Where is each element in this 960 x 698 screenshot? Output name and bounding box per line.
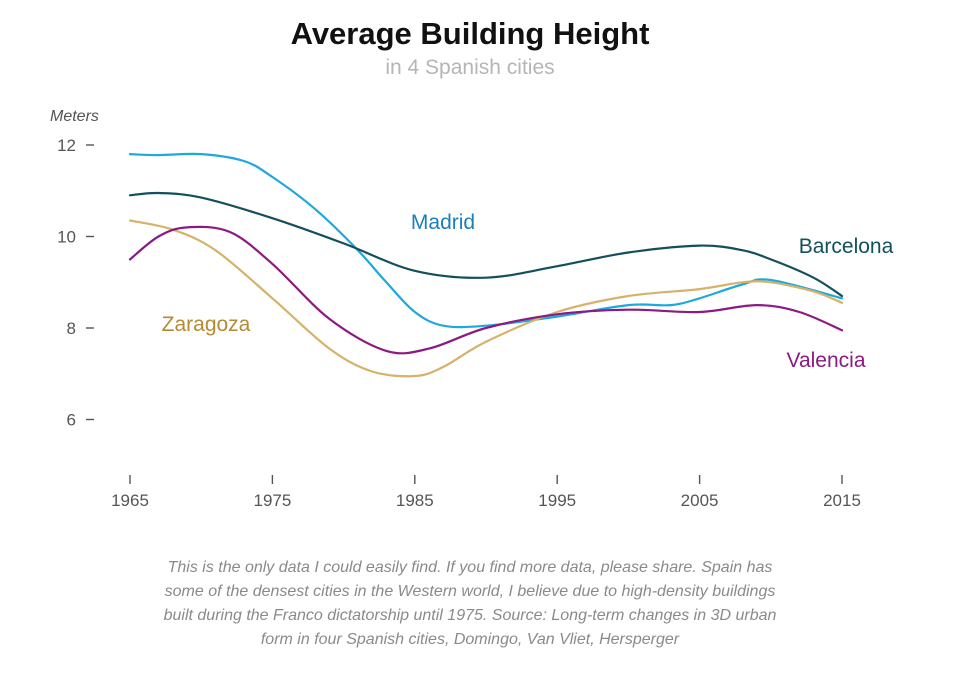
x-axis: 1965 1975 1985 1995 2005 2015 <box>111 475 861 510</box>
series-label-valencia: Valencia <box>787 349 866 372</box>
x-tick-label: 2005 <box>681 491 719 510</box>
series-line-zaragoza <box>128 219 844 378</box>
y-tick-label: 6 <box>67 411 76 430</box>
series-line-barcelona <box>128 191 844 298</box>
y-tick-label: 8 <box>67 319 76 338</box>
chart-note: This is the only data I could easily fin… <box>163 559 777 648</box>
y-tick-label: 12 <box>57 136 76 155</box>
series-lines: Madrid Barcelona Zaragoza Valencia <box>128 152 894 378</box>
x-tick-label: 1995 <box>538 491 576 510</box>
x-tick-label: 1985 <box>396 491 434 510</box>
y-tick-label: 10 <box>57 228 76 247</box>
series-label-barcelona: Barcelona <box>799 235 894 258</box>
series-line-madrid <box>128 152 844 329</box>
chart-title: Average Building Height <box>290 16 650 51</box>
y-axis: 6 8 10 12 <box>57 136 94 430</box>
y-axis-label: Meters <box>50 108 99 125</box>
series-label-madrid: Madrid <box>411 211 475 234</box>
series-line-valencia <box>128 225 844 355</box>
chart-subtitle: in 4 Spanish cities <box>385 56 555 79</box>
x-tick-label: 1975 <box>253 491 291 510</box>
x-tick-label: 2015 <box>823 491 861 510</box>
x-tick-label: 1965 <box>111 491 149 510</box>
series-label-zaragoza: Zaragoza <box>162 313 251 336</box>
